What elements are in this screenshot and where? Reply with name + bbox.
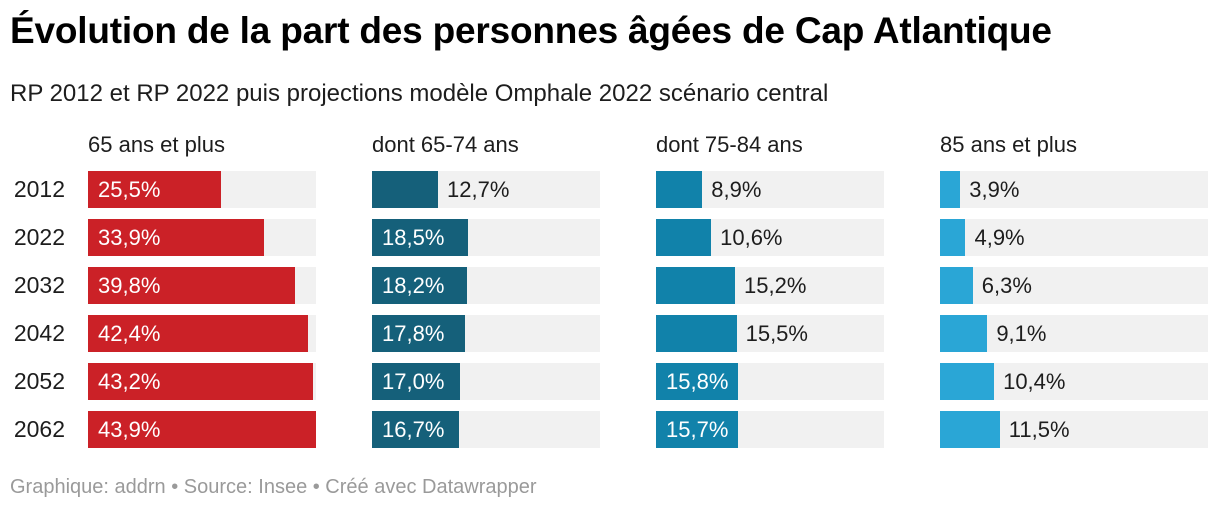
bar-value-label: 10,6% [720, 224, 783, 250]
bar-track: 15,2% [656, 267, 884, 304]
bar-value-label: 18,5% [382, 224, 445, 250]
bar [372, 171, 439, 208]
bar-track: 25,5% [88, 171, 316, 208]
bar-track: 4,9% [940, 219, 1208, 256]
bar-value-label: 18,2% [382, 272, 445, 298]
bar-value-label: 43,2% [98, 368, 161, 394]
row-year-label: 2012 [13, 176, 65, 202]
bar-value-label: 12,7% [447, 176, 510, 202]
bar: 15,8% [656, 363, 739, 400]
bar [656, 171, 703, 208]
bar: 43,9% [88, 411, 316, 448]
bar-value-label: 33,9% [98, 224, 161, 250]
row-year-label: 2042 [13, 320, 65, 346]
bar-value-label: 15,7% [666, 416, 729, 442]
row-year-label: 2052 [13, 368, 65, 394]
bar-track: 17,0% [372, 363, 600, 400]
bar-track: 39,8% [88, 267, 316, 304]
bar-track: 15,5% [656, 315, 884, 352]
column-header-75-84: dont 75-84 ans [656, 132, 803, 157]
bar-track: 8,9% [656, 171, 884, 208]
bar-track: 3,9% [940, 171, 1208, 208]
bar: 42,4% [88, 315, 309, 352]
bar-value-label: 15,8% [666, 368, 729, 394]
column-header-65-74: dont 65-74 ans [372, 132, 519, 157]
bar [940, 219, 966, 256]
bar [940, 171, 961, 208]
bar-value-label: 16,7% [382, 416, 445, 442]
bar-track: 17,8% [372, 315, 600, 352]
table-row: 2012 25,5% 12,7% 8,9% 3,9% [10, 171, 1208, 208]
bar-track: 18,5% [372, 219, 600, 256]
bar-track: 42,4% [88, 315, 316, 352]
bar [656, 219, 712, 256]
bar-track: 10,4% [940, 363, 1208, 400]
bar-value-label: 11,5% [1008, 416, 1070, 442]
bar: 16,7% [372, 411, 459, 448]
bar-value-label: 25,5% [98, 176, 161, 202]
bar-track: 43,2% [88, 363, 316, 400]
table-row: 2032 39,8% 18,2% 15,2% 6,3% [10, 267, 1208, 304]
column-headers: 65 ans et plus dont 65-74 ans dont 75-84… [10, 132, 1208, 158]
bar: 39,8% [88, 267, 295, 304]
bar [940, 363, 995, 400]
column-header-65-plus: 65 ans et plus [88, 132, 225, 157]
column-header-85-plus: 85 ans et plus [940, 132, 1077, 157]
bar-value-label: 8,9% [711, 176, 762, 202]
bar-value-label: 15,2% [744, 272, 807, 298]
table-row: 2052 43,2% 17,0% 15,8% 10,4% [10, 363, 1208, 400]
bar-track: 15,8% [656, 363, 884, 400]
table-row: 2022 33,9% 18,5% 10,6% 4,9% [10, 219, 1208, 256]
chart-title: Évolution de la part des personnes âgées… [10, 10, 1052, 51]
bar: 43,2% [88, 363, 313, 400]
bar: 15,7% [656, 411, 738, 448]
bar: 17,0% [372, 363, 461, 400]
bar-track: 33,9% [88, 219, 316, 256]
bar [940, 315, 988, 352]
bar: 25,5% [88, 171, 221, 208]
bar-value-label: 6,3% [981, 272, 1032, 298]
bar-value-label: 17,8% [382, 320, 445, 346]
chart-subtitle: RP 2012 et RP 2022 puis projections modè… [10, 80, 829, 107]
bar [940, 411, 1000, 448]
bar-value-label: 15,5% [745, 320, 808, 346]
bar-track: 43,9% [88, 411, 316, 448]
header-spacer [10, 132, 88, 158]
footer-credit: Graphique: addrn • Source: Insee • Créé … [10, 476, 537, 498]
bar-track: 10,6% [656, 219, 884, 256]
bar-track: 16,7% [372, 411, 600, 448]
row-year-label: 2022 [13, 224, 65, 250]
row-year-label: 2062 [13, 416, 65, 442]
bar-value-label: 9,1% [996, 320, 1047, 346]
bar-value-label: 39,8% [98, 272, 161, 298]
bar [656, 315, 737, 352]
table-row: 2062 43,9% 16,7% 15,7% 11,5% [10, 411, 1208, 448]
bar-value-label: 3,9% [969, 176, 1020, 202]
table-row: 2042 42,4% 17,8% 15,5% 9,1% [10, 315, 1208, 352]
bar-value-label: 42,4% [98, 320, 161, 346]
bar: 33,9% [88, 219, 265, 256]
bar-track: 12,7% [372, 171, 600, 208]
bar-track: 11,5% [940, 411, 1208, 448]
bar-value-label: 17,0% [382, 368, 445, 394]
bars-table: 2012 25,5% 12,7% 8,9% 3,9% 2022 33,9% 18,5% 10,6… [10, 171, 1208, 448]
bar-track: 15,7% [656, 411, 884, 448]
row-year-label: 2032 [13, 272, 65, 298]
bar: 17,8% [372, 315, 465, 352]
bar: 18,2% [372, 267, 467, 304]
bar-value-label: 4,9% [974, 224, 1025, 250]
bar-track: 6,3% [940, 267, 1208, 304]
bar [656, 267, 736, 304]
bar [940, 267, 973, 304]
bar-value-label: 43,9% [98, 416, 161, 442]
bar-value-label: 10,4% [1003, 368, 1066, 394]
bar-track: 18,2% [372, 267, 600, 304]
bar: 18,5% [372, 219, 469, 256]
bar-track: 9,1% [940, 315, 1208, 352]
